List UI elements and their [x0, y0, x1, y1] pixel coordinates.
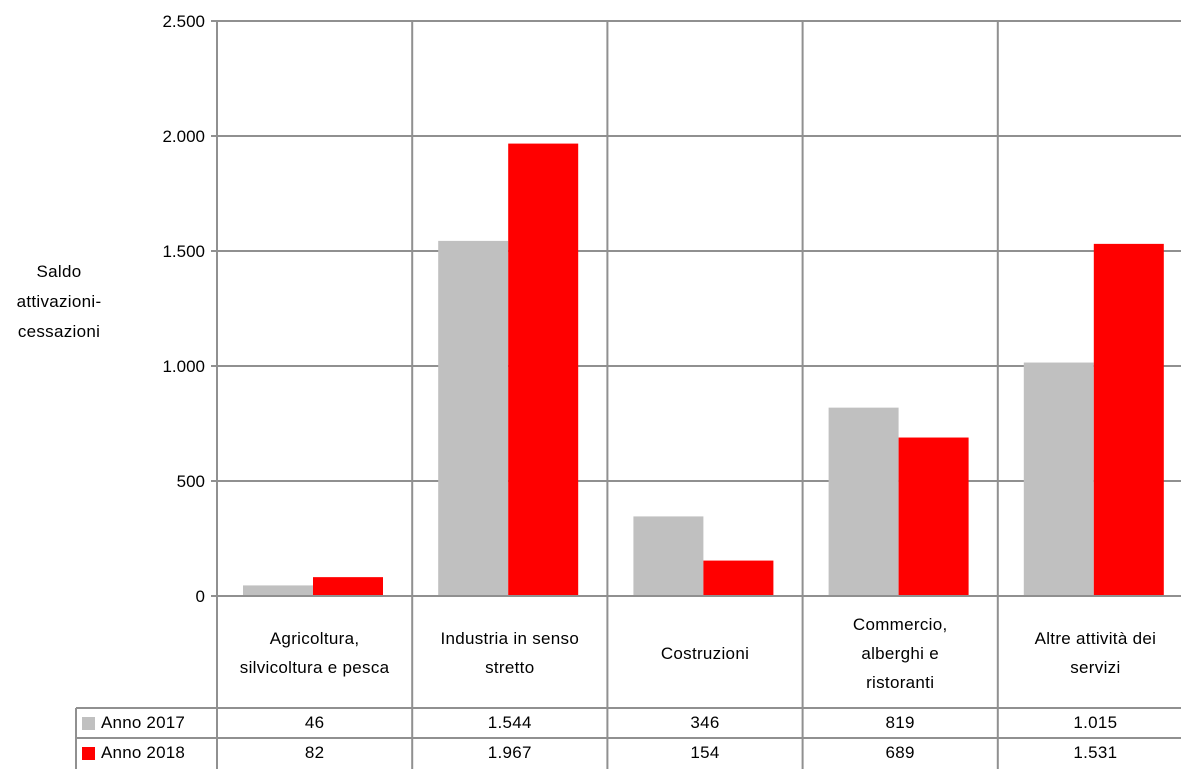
legend-label: Anno 2017: [101, 713, 186, 732]
y-tick-label: 2.000: [162, 127, 205, 146]
data-label: 1.544: [487, 713, 532, 732]
bar: [313, 577, 383, 596]
x-tick-label: Industria in senso stretto: [440, 629, 580, 677]
bar: [1023, 362, 1094, 596]
data-label: 1.967: [487, 743, 532, 762]
y-axis-label-line: cessazioni: [17, 322, 101, 341]
data-label: 346: [690, 713, 720, 732]
data-label: 1.531: [1073, 743, 1118, 762]
y-axis-label-line: Saldo: [36, 262, 82, 281]
data-label: 1.015: [1073, 713, 1118, 732]
legend-entry: Anno 2018: [82, 738, 210, 768]
legend-entry: Anno 2017: [82, 708, 210, 738]
bar: [703, 560, 774, 596]
bar: [828, 407, 899, 596]
y-tick-label: 2.500: [162, 12, 205, 31]
data-label: 46: [304, 713, 325, 732]
x-tick-label: Agricoltura, silvicoltura e pesca: [239, 629, 390, 677]
bar: [633, 516, 704, 596]
legend-swatch: [82, 746, 95, 760]
y-tick-label: 0: [196, 587, 205, 606]
bar: [438, 240, 509, 596]
x-tick-label: Commercio, alberghi e ristoranti: [852, 614, 948, 692]
data-label: 82: [304, 743, 325, 762]
bar: [1093, 243, 1164, 596]
bar: [898, 437, 969, 596]
y-tick-label: 1.000: [162, 357, 205, 376]
bar: [508, 143, 579, 596]
x-tick-label: Costruzioni: [660, 643, 750, 663]
y-tick-label: 1.500: [162, 242, 205, 261]
y-tick-label: 500: [177, 472, 205, 491]
legend-swatch: [82, 716, 95, 730]
x-tick-label: Altre attività dei servizi: [1034, 629, 1157, 677]
data-label: 154: [690, 743, 720, 762]
bar: [243, 585, 313, 596]
data-label: 689: [885, 743, 915, 762]
legend-label: Anno 2018: [101, 743, 186, 762]
y-axis-label-line: attivazioni-: [16, 292, 102, 311]
y-axis-label: Saldo attivazioni-cessazioni: [4, 257, 114, 347]
data-label: 819: [885, 713, 915, 732]
